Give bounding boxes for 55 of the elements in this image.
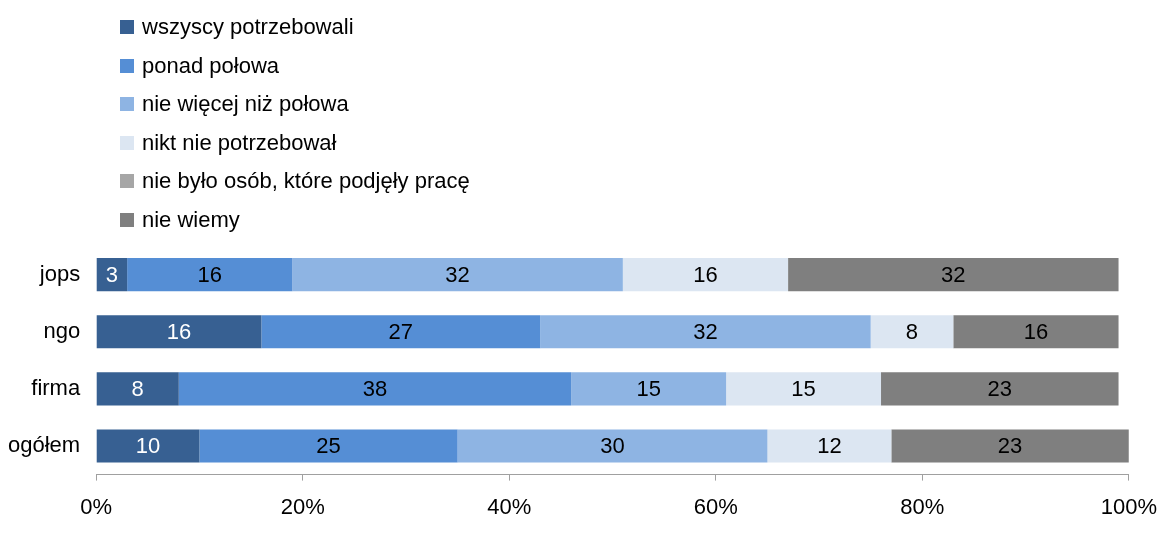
legend-label: wszyscy potrzebowali (142, 14, 354, 41)
x-tick-label: 80% (900, 493, 945, 519)
bar (178, 372, 572, 406)
data-label: 30 (600, 433, 625, 459)
bar (870, 315, 954, 349)
data-label: 32 (941, 261, 966, 287)
y-tick-label: firma (31, 374, 81, 400)
legend-label: nie więcej niż połowa (142, 91, 349, 118)
data-label: 16 (693, 261, 718, 287)
bar (127, 258, 293, 292)
bar (622, 258, 789, 292)
data-label: 3 (105, 261, 119, 287)
data-label: 8 (905, 318, 919, 344)
data-label: 32 (693, 318, 718, 344)
legend-label: nikt nie potrzebował (142, 129, 337, 156)
data-label: 23 (987, 375, 1013, 401)
data-label: 15 (636, 375, 661, 401)
y-tick-label: ngo (43, 317, 81, 343)
y-tick-label: jops (38, 260, 81, 286)
x-tick-label: 100% (1100, 493, 1158, 519)
bar (292, 258, 623, 292)
bar (881, 372, 1119, 406)
data-label: 25 (316, 433, 341, 459)
x-tick-label: 60% (693, 493, 738, 519)
bar (96, 315, 262, 349)
bar (767, 429, 892, 463)
bar (96, 372, 179, 406)
bar (726, 372, 882, 406)
legend-label: nie wiemy (142, 206, 240, 233)
data-label: 16 (166, 318, 192, 344)
bar (457, 429, 768, 463)
data-label: 12 (817, 433, 842, 459)
data-label: 16 (1023, 318, 1049, 344)
bar (540, 315, 871, 349)
bar (96, 429, 200, 463)
data-label: 23 (997, 433, 1023, 459)
data-label: 38 (362, 375, 388, 401)
data-label: 27 (388, 318, 414, 344)
data-label: 16 (197, 261, 222, 287)
bar (953, 315, 1119, 349)
bar (199, 429, 458, 463)
x-tick-label: 0% (80, 493, 113, 519)
data-label: 8 (131, 375, 144, 401)
x-tick-label: 20% (280, 493, 325, 519)
data-label: 15 (791, 375, 816, 401)
bar (571, 372, 727, 406)
legend-label: ponad połowa (142, 52, 280, 79)
bar (261, 315, 541, 349)
bar (891, 429, 1129, 463)
data-label: 10 (135, 433, 161, 459)
bar (788, 258, 1119, 292)
x-tick-label: 40% (487, 493, 532, 519)
y-tick-label: ogółem (8, 432, 81, 458)
data-label: 32 (445, 261, 470, 287)
legend-label: nie było osób, które podjęły pracę (142, 168, 470, 195)
